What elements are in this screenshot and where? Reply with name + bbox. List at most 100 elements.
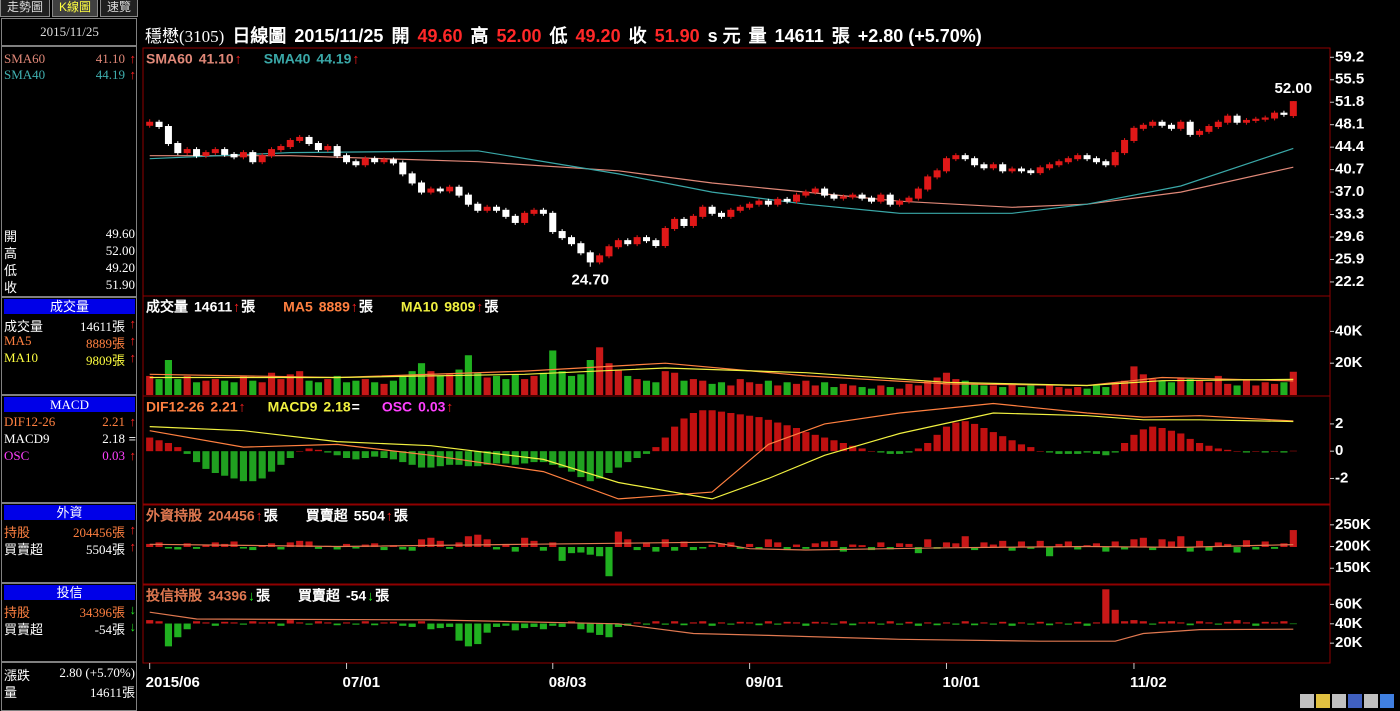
bar [417, 363, 426, 395]
candle-body [1177, 121, 1185, 129]
bar [267, 621, 276, 624]
bar [680, 541, 688, 547]
bar [811, 385, 819, 395]
panel-frame [142, 504, 1331, 585]
bar [221, 451, 229, 476]
bar [352, 380, 360, 395]
bar [642, 380, 651, 395]
bar [417, 621, 426, 624]
bar [1036, 388, 1044, 395]
bar [1064, 623, 1072, 625]
bar [174, 547, 182, 550]
row-label: SMA60 [4, 51, 46, 66]
candle-body [305, 136, 313, 145]
tab[interactable]: K線圖 [52, 0, 99, 17]
bar [971, 623, 979, 626]
bar [211, 451, 219, 473]
bar [361, 451, 369, 458]
bar [1233, 620, 1241, 624]
bar [202, 544, 210, 547]
bar [1102, 589, 1110, 624]
bar [305, 448, 313, 452]
bar [567, 451, 576, 472]
bar [464, 536, 472, 547]
bar [1177, 377, 1185, 395]
row-label: SMA40 [4, 67, 46, 82]
bar [436, 451, 444, 467]
bar [558, 371, 566, 395]
bar [905, 451, 913, 453]
candle-body [980, 164, 988, 169]
bar [596, 451, 604, 479]
bar [511, 374, 519, 395]
bar [1252, 385, 1260, 395]
bar [1242, 540, 1251, 547]
bar [502, 623, 510, 626]
bar [249, 547, 257, 551]
legend-unit: 張 [241, 299, 256, 315]
bar [708, 383, 716, 395]
candle-body [755, 200, 763, 205]
bar [971, 547, 979, 551]
bar [1008, 623, 1016, 626]
trend: ↑ [129, 448, 137, 463]
tab[interactable]: 速覽 [100, 0, 139, 17]
bar [914, 547, 922, 554]
legend-name: 外資持股 [146, 508, 203, 524]
legend-name: 成交量 [146, 299, 188, 315]
bar [971, 423, 979, 452]
bar [324, 622, 332, 624]
y-tick-label: 48.1 [1335, 116, 1364, 133]
candle-body [249, 152, 257, 163]
legend-unit: 張 [359, 299, 374, 315]
candle-body [774, 198, 782, 205]
bar [1242, 379, 1251, 395]
bar [446, 547, 454, 549]
bar [727, 385, 735, 395]
bar [821, 437, 829, 452]
candle-body [1017, 168, 1025, 172]
candle-body [1280, 112, 1288, 115]
line [149, 362, 1294, 387]
bar [427, 451, 435, 468]
bar [764, 621, 772, 624]
bar [980, 542, 988, 547]
candle-body [718, 212, 725, 217]
bar [371, 382, 379, 395]
row-value: 2.80 (+5.70%) [59, 665, 135, 680]
bar [1102, 451, 1110, 456]
bar [361, 621, 369, 624]
field-label: 開 [391, 26, 410, 46]
bar [867, 388, 876, 395]
y-tick-label: 25.9 [1335, 250, 1364, 267]
candle-body [296, 136, 304, 141]
bar [755, 623, 763, 626]
candle-body [727, 209, 735, 217]
bar [1205, 445, 1213, 452]
bar [211, 379, 219, 395]
trend: ↑ [129, 333, 137, 348]
bar [1083, 623, 1091, 626]
panel-box [1, 503, 137, 583]
bar [1158, 539, 1166, 547]
candle-body [446, 186, 454, 192]
candle-body [1121, 139, 1129, 154]
bar [1111, 451, 1119, 453]
legend-trend: ↑ [239, 399, 246, 415]
field-label: 收 [628, 26, 647, 46]
candle-body [221, 149, 229, 155]
bar [324, 451, 332, 453]
candle-body [1233, 115, 1241, 123]
bar [933, 623, 941, 626]
bar [249, 380, 257, 395]
bar [342, 451, 351, 458]
candle-body [1289, 101, 1297, 117]
candle-body [1167, 124, 1175, 129]
bar [896, 388, 904, 395]
tab[interactable]: 走勢圖 [0, 0, 51, 17]
row-value: 41.10 [95, 51, 125, 66]
bar [202, 451, 210, 469]
candle-body [1046, 164, 1054, 169]
candle-body [1149, 121, 1157, 126]
bar [164, 443, 172, 452]
